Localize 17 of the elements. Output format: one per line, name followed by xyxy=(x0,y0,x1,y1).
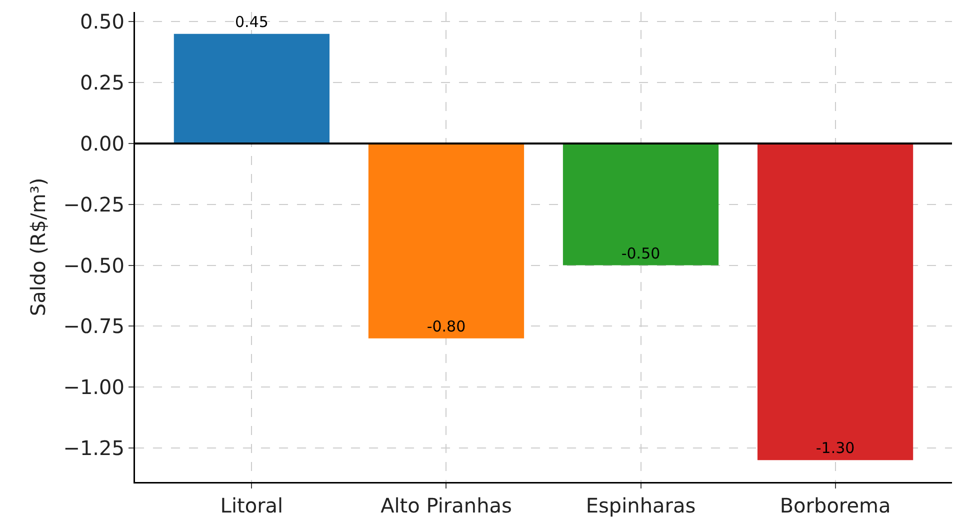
y-axis-title: Saldo (R$/m³) xyxy=(26,178,50,316)
y-tick-label: −1.00 xyxy=(63,375,124,400)
data-label: -1.30 xyxy=(816,439,855,458)
x-tick-label: Espinharas xyxy=(586,494,696,518)
y-tick-label: −0.50 xyxy=(63,253,124,278)
y-tick-label: −0.75 xyxy=(63,314,124,338)
data-label: 0.45 xyxy=(235,12,268,31)
y-tick-label: −1.25 xyxy=(63,436,124,460)
data-label: -0.50 xyxy=(621,244,660,262)
x-tick-label: Litoral xyxy=(220,494,284,518)
y-tick-label: 0.25 xyxy=(80,70,124,95)
y-tick-label: 0.50 xyxy=(80,10,124,34)
data-label: -0.80 xyxy=(426,317,466,336)
y-tick-label: 0.00 xyxy=(80,132,124,156)
y-tick-label: −0.25 xyxy=(63,192,124,216)
x-tick-label: Borborema xyxy=(780,494,891,518)
x-tick-label: Alto Piranhas xyxy=(380,494,512,518)
